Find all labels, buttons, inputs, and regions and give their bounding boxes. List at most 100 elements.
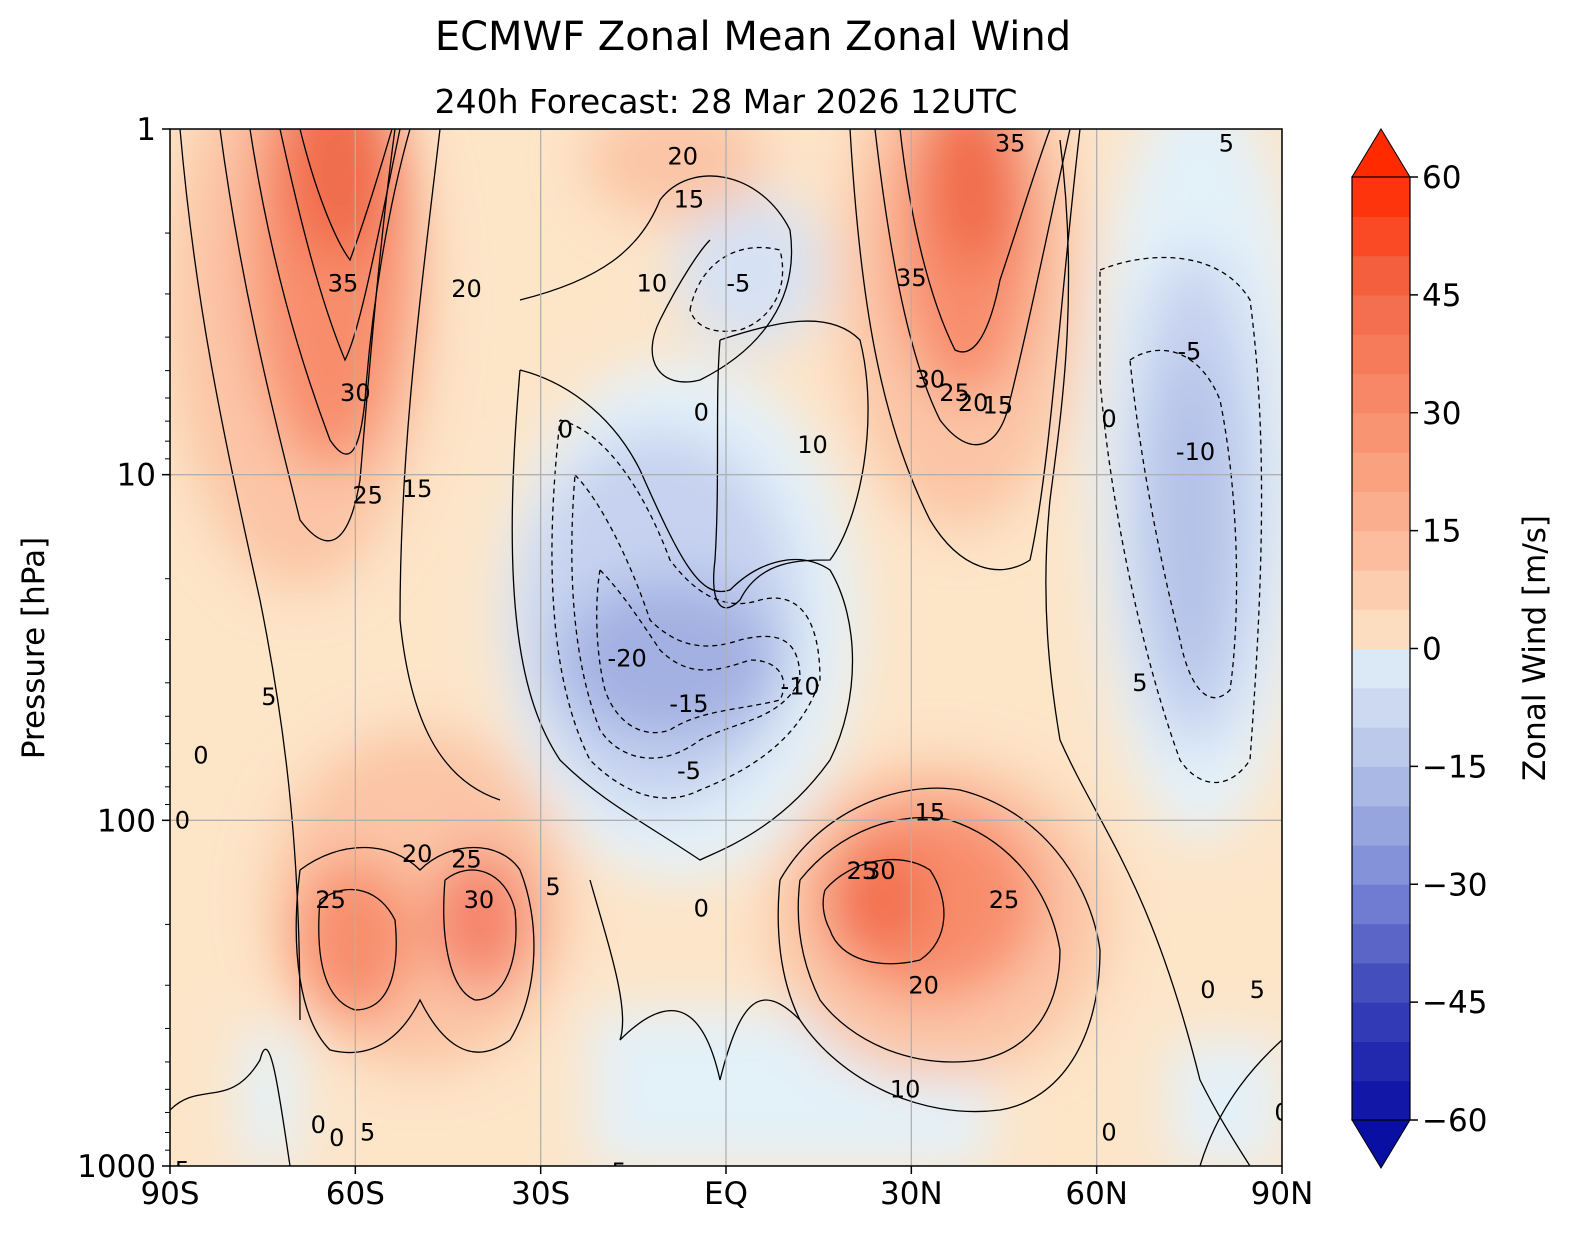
contour-line	[589, 879, 801, 1081]
colorbar-segment	[1352, 452, 1410, 492]
contour-label: 0	[175, 806, 190, 834]
fill-equatorial-upper-east	[675, 190, 825, 350]
contour-label: 0	[1101, 405, 1116, 433]
contour-label: 30	[865, 857, 896, 885]
contour-line	[179, 129, 301, 1021]
contour-label: 20	[958, 389, 989, 417]
contour-label: -10	[1176, 438, 1215, 466]
contour-label: 5	[1132, 669, 1147, 697]
chart-subtitle: 240h Forecast: 28 Mar 2026 12UTC	[435, 82, 1018, 121]
contour-line	[299, 129, 393, 262]
contour-label: -5	[603, 1158, 627, 1186]
colorbar-tick-label: −30	[1422, 867, 1487, 903]
fill-surface-east-antarctic	[240, 1030, 300, 1166]
contour-line	[318, 888, 397, 1011]
colorbar-segment	[1352, 255, 1410, 296]
colorbar-tick-label: −15	[1422, 749, 1487, 785]
x-tick-label: 60S	[326, 1176, 385, 1212]
contour-label: 30	[340, 379, 371, 407]
contour-label: 35	[995, 129, 1026, 157]
colorbar-segment	[1352, 294, 1410, 335]
colorbar-segment	[1352, 648, 1410, 689]
chart-title: ECMWF Zonal Mean Zonal Wind	[435, 14, 1071, 60]
contour-lines	[170, 129, 1282, 1166]
colorbar-segment	[1352, 1080, 1410, 1121]
contour-label: 0	[694, 895, 709, 923]
y-axis: 1 10 100 1000	[77, 112, 170, 1185]
contour-label: -5	[677, 757, 701, 785]
contour-label: 20	[667, 142, 698, 170]
contour-label: 0	[397, 1185, 412, 1213]
y-tick-label: 1	[136, 112, 156, 148]
contour-label: 20	[451, 275, 482, 303]
colorbar-segment	[1352, 373, 1410, 414]
colorbar-tick-label: −60	[1422, 1103, 1487, 1139]
contour-line	[511, 369, 854, 861]
contour-line	[822, 858, 945, 965]
contour-label: -10	[781, 672, 820, 700]
colorbar-tick-label: 30	[1422, 396, 1461, 432]
contour-label: 25	[847, 857, 878, 885]
contour-line-negative	[596, 569, 785, 734]
fill-arctic-east-core	[1150, 350, 1230, 690]
colorbar-segment	[1352, 569, 1410, 610]
contour-line	[899, 129, 1051, 353]
contour-label: 5	[175, 1156, 190, 1184]
contour-line	[443, 869, 517, 1001]
x-axis: 90S 60S 30S EQ 30N 60N 90N	[140, 1166, 1313, 1212]
contour-label: 0	[1274, 1098, 1289, 1126]
contour-line	[1199, 1039, 1282, 1166]
colorbar-segment	[1352, 844, 1410, 885]
colorbar-segment	[1352, 766, 1410, 807]
contour-label: 10	[797, 431, 828, 459]
contour-label: 25	[352, 482, 383, 510]
contour-label: 20	[402, 840, 433, 868]
y-tick-label: 10	[117, 458, 156, 494]
contour-line	[1045, 139, 1251, 1166]
x-tick-label: 90S	[140, 1176, 199, 1212]
contour-label: -15	[669, 690, 708, 718]
colorbar: 60 45 30 15 0 −15 −30 −45 −60	[1351, 128, 1487, 1169]
colorbar-segment	[1352, 727, 1410, 767]
contour-line-negative	[689, 246, 784, 332]
contour-label: 15	[983, 391, 1014, 419]
contour-line	[295, 846, 535, 1054]
contour-line-negative	[551, 419, 821, 799]
contour-label: -5	[1177, 337, 1201, 365]
x-tick-label: 60N	[1065, 1176, 1128, 1212]
contour-label: 0	[1200, 976, 1215, 1004]
colorbar-extend-max	[1351, 128, 1411, 178]
colorbar-tick-label: 45	[1422, 278, 1461, 314]
x-tick-label: 90N	[1251, 1176, 1314, 1212]
colorbar-segment	[1352, 491, 1410, 532]
contour-label: 0	[329, 1124, 344, 1152]
contour-label: 20	[908, 971, 939, 999]
contour-label: 5	[1219, 129, 1234, 157]
contour-line-negative	[571, 474, 801, 759]
contour-label: 30	[464, 886, 495, 914]
fill-surface-east-arctic	[1170, 1040, 1282, 1166]
contour-label: 15	[402, 475, 433, 503]
colorbar-extend-min	[1351, 1119, 1411, 1169]
contour-label: 35	[328, 270, 359, 298]
contour-label: 0	[558, 415, 573, 443]
contour-line	[170, 1048, 291, 1166]
fill-sh-subtropical-east	[430, 850, 530, 990]
contour-label: 10	[637, 270, 668, 298]
colorbar-tick-label: 15	[1422, 514, 1461, 550]
colorbar-segment	[1352, 334, 1410, 375]
colorbar-tick-label: 0	[1422, 632, 1442, 668]
colorbar-segment	[1352, 1002, 1410, 1043]
colorbar-segment	[1352, 687, 1410, 728]
contour-label: 5	[1250, 976, 1265, 1004]
contour-label: 25	[989, 886, 1020, 914]
contour-label: 15	[674, 186, 705, 214]
x-tick-label: EQ	[704, 1176, 748, 1212]
colorbar-segment	[1352, 805, 1410, 846]
filled-contours	[170, 129, 1282, 1166]
colorbar-tick-label: 60	[1422, 160, 1461, 196]
contour-label: 25	[939, 379, 970, 407]
fill-tropical-east-core	[560, 580, 780, 740]
